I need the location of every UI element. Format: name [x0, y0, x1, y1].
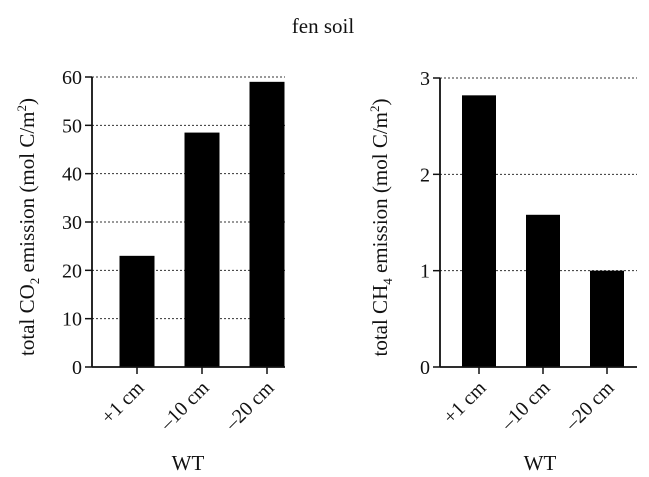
- y-axis-title-mid: emission (mol C/m: [368, 112, 392, 278]
- y-axis-title-post: ): [368, 98, 392, 105]
- x-category-label: –20 cm: [560, 377, 619, 436]
- y-axis-title-post: ): [15, 98, 39, 105]
- y-axis-title: total CO2 emission (mol C/m2): [14, 98, 42, 356]
- y-tick-label: 20: [62, 260, 82, 282]
- y-tick-label: 30: [62, 212, 82, 234]
- y-axis-title-sup: 2: [367, 105, 382, 112]
- y-tick-label: 50: [62, 115, 82, 137]
- bar: [119, 255, 155, 367]
- bar: [184, 132, 220, 367]
- x-category-label: –20 cm: [220, 377, 279, 436]
- y-axis-title-pre: total CO: [15, 284, 39, 356]
- y-tick-label: 1: [420, 261, 430, 283]
- bar: [590, 270, 624, 367]
- y-tick-label: 10: [62, 309, 82, 331]
- x-axis-title: WT: [172, 451, 205, 475]
- bar: [249, 81, 285, 367]
- y-tick-label: 60: [62, 67, 82, 89]
- y-tick-label: 0: [420, 357, 430, 379]
- x-category-label: –10 cm: [496, 377, 555, 436]
- x-category-label: +1 cm: [439, 377, 491, 429]
- y-axis-title: total CH4 emission (mol C/m2): [367, 98, 395, 356]
- bar: [462, 95, 496, 367]
- figure-title: fen soil: [292, 14, 355, 38]
- y-tick-label: 3: [420, 68, 430, 90]
- x-axis-title: WT: [524, 451, 557, 475]
- y-tick-label: 2: [420, 164, 430, 186]
- y-axis-title-sub: 2: [27, 278, 42, 285]
- y-axis-title-mid: emission (mol C/m: [15, 111, 39, 277]
- y-tick-label: 0: [72, 357, 82, 379]
- bar: [526, 214, 560, 367]
- y-axis-title-sup: 2: [14, 105, 29, 112]
- y-axis-title-sub: 4: [380, 278, 395, 285]
- x-category-label: –10 cm: [155, 377, 214, 436]
- y-tick-label: 40: [62, 164, 82, 186]
- x-category-label: +1 cm: [97, 377, 149, 429]
- co2-emission-chart: 0 10 20 30 40 50 60 +1 cm –10 cm –20 cm WT total CO…: [14, 67, 285, 475]
- y-axis-title-pre: total CH: [368, 285, 392, 357]
